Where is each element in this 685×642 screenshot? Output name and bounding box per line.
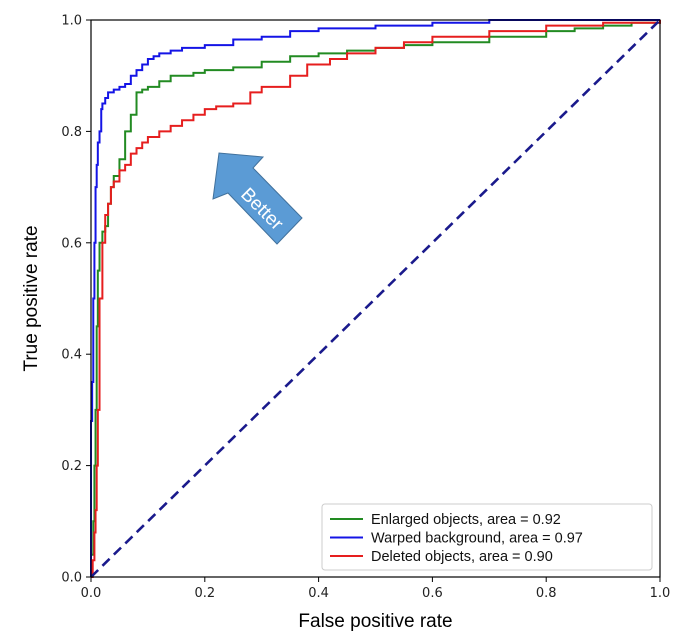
x-tick-label: 0.4 xyxy=(308,586,329,601)
series-line-2 xyxy=(91,20,661,578)
better-arrow-shape xyxy=(212,152,303,245)
y-tick-label: 1.0 xyxy=(61,14,82,29)
plot-frame xyxy=(90,19,661,578)
legend-box xyxy=(321,503,653,571)
legend-label-1: Warped background, area = 0.97 xyxy=(371,531,583,547)
y-tick-label: 0.2 xyxy=(61,459,82,474)
x-tick-label: 0.0 xyxy=(81,586,102,601)
y-axis-title: True positive rate xyxy=(21,225,42,371)
y-tick-label: 0.8 xyxy=(61,125,82,140)
data-lines xyxy=(90,19,661,578)
legend-items: Enlarged objects, area = 0.92 Warped back… xyxy=(330,512,583,565)
x-tick-label: 0.2 xyxy=(194,586,215,601)
plot-area xyxy=(90,19,661,578)
reference-line-group xyxy=(90,19,661,578)
legend-label-0: Enlarged objects, area = 0.92 xyxy=(371,512,561,528)
x-tick-label: 0.8 xyxy=(536,586,557,601)
reference-diagonal-line xyxy=(90,19,661,578)
y-tick-label: 0.6 xyxy=(61,236,82,251)
y-tick-label: 0.4 xyxy=(61,348,82,363)
legend-label-2: Deleted objects, area = 0.90 xyxy=(371,549,553,565)
x-axis-title: False positive rate xyxy=(298,611,452,632)
legend: Enlarged objects, area = 0.92 Warped back… xyxy=(321,503,653,571)
series-line-1 xyxy=(90,19,660,577)
x-axis-ticks: 0.0 0.2 0.4 0.6 0.8 1.0 xyxy=(81,577,671,601)
y-axis-ticks: 0.0 0.2 0.4 0.6 0.8 1.0 xyxy=(61,14,91,586)
x-tick-label: 0.6 xyxy=(422,586,443,601)
y-tick-label: 0.0 xyxy=(61,571,82,586)
x-tick-label: 1.0 xyxy=(650,586,671,601)
